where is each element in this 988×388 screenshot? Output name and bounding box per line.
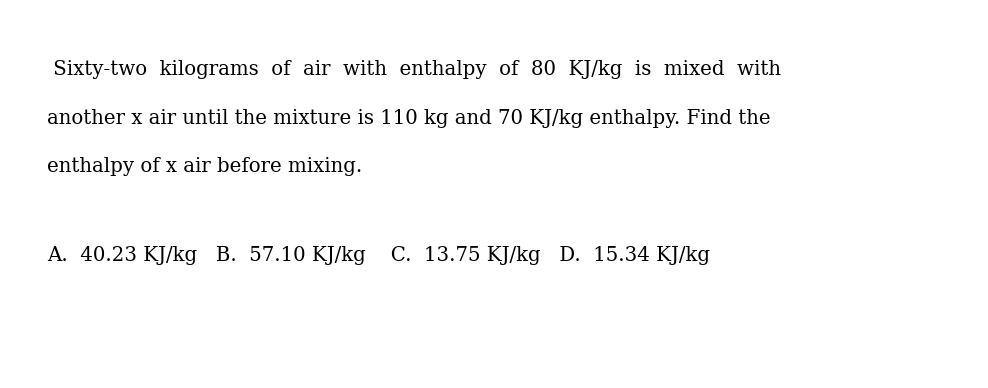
Text: Sixty-two  kilograms  of  air  with  enthalpy  of  80  KJ/kg  is  mixed  with: Sixty-two kilograms of air with enthalpy… xyxy=(47,60,782,79)
Text: enthalpy of x air before mixing.: enthalpy of x air before mixing. xyxy=(47,157,363,176)
Text: A.  40.23 KJ/kg   B.  57.10 KJ/kg    C.  13.75 KJ/kg   D.  15.34 KJ/kg: A. 40.23 KJ/kg B. 57.10 KJ/kg C. 13.75 K… xyxy=(47,246,710,265)
Text: another x air until the mixture is 110 kg and 70 KJ/kg enthalpy. Find the: another x air until the mixture is 110 k… xyxy=(47,109,771,128)
